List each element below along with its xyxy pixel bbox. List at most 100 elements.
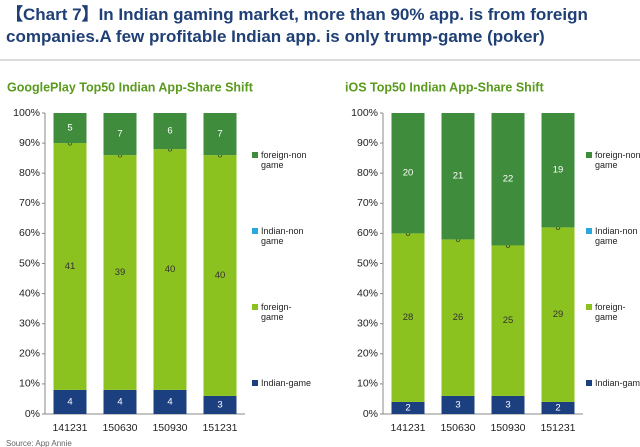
bar-segment — [441, 239, 475, 396]
data-label: 3 — [505, 399, 510, 410]
legend-swatch — [252, 380, 258, 386]
data-label: 0 — [117, 150, 122, 161]
bar-segment — [491, 113, 525, 246]
data-label: 22 — [503, 174, 514, 185]
bar-segment — [103, 113, 137, 156]
y-tick-label: 0% — [363, 408, 378, 420]
bar-segment — [541, 227, 575, 402]
y-tick-label: 60% — [19, 227, 40, 239]
data-label: 40 — [165, 264, 176, 275]
y-tick-label: 70% — [19, 197, 40, 209]
x-tick-label: 150630 — [102, 422, 137, 434]
bar-segment — [203, 113, 237, 156]
data-label: 3 — [455, 399, 460, 410]
x-tick-label: 150930 — [152, 422, 187, 434]
data-label: 25 — [503, 315, 514, 326]
legend-label: Indian-non game — [261, 226, 304, 246]
legend-swatch — [252, 152, 258, 158]
bar-segment — [153, 113, 187, 150]
y-tick-label: 60% — [357, 227, 378, 239]
data-label: 7 — [217, 129, 222, 140]
y-tick-label: 40% — [357, 287, 378, 299]
data-label: 26 — [453, 312, 464, 323]
y-tick-label: 80% — [19, 167, 40, 179]
x-tick-label: 141231 — [52, 422, 87, 434]
bar-segment — [53, 143, 87, 390]
chart-subtitle: iOS Top50 Indian App-Share Shift — [345, 80, 544, 94]
data-label: 0 — [67, 138, 72, 149]
data-label: 3 — [217, 399, 222, 410]
y-tick-label: 80% — [357, 167, 378, 179]
y-tick-label: 30% — [19, 317, 40, 329]
legend-item: Indian-game — [252, 378, 313, 388]
y-tick-label: 0% — [25, 408, 40, 420]
data-label: 2 — [405, 402, 410, 413]
y-tick-label: 20% — [19, 348, 40, 360]
legend-label: Indian-game — [261, 378, 312, 388]
legend-swatch — [586, 228, 592, 234]
legend-label: foreign-non game — [595, 150, 640, 170]
data-label: 40 — [215, 270, 226, 281]
bar-segment — [53, 113, 87, 144]
bar-segment — [541, 401, 575, 414]
legend-item: foreign-non game — [586, 150, 640, 170]
legend-swatch — [586, 304, 592, 310]
bar-segment — [441, 395, 475, 414]
legend-label: foreign-game — [261, 302, 292, 322]
bar-segment — [441, 113, 475, 240]
y-tick-label: 10% — [19, 378, 40, 390]
y-tick-label: 20% — [357, 348, 378, 360]
data-label: 7 — [117, 129, 122, 140]
legend-label: foreign-game — [595, 302, 626, 322]
legend-label: Indian-game — [595, 378, 640, 388]
data-label: 28 — [403, 312, 414, 323]
y-tick-label: 100% — [13, 107, 40, 119]
data-label: 20 — [403, 168, 414, 179]
x-tick-label: 151231 — [202, 422, 237, 434]
legend-swatch — [586, 152, 592, 158]
legend-item: foreign-game — [252, 302, 313, 322]
data-label: 5 — [67, 123, 72, 134]
legend-label: foreign-non game — [261, 150, 307, 170]
y-tick-label: 40% — [19, 287, 40, 299]
data-label: 4 — [117, 396, 122, 407]
legend-swatch — [252, 304, 258, 310]
bar-segment — [391, 401, 425, 414]
y-tick-label: 30% — [357, 317, 378, 329]
y-tick-label: 100% — [351, 107, 378, 119]
bar-segment — [103, 389, 137, 414]
y-tick-label: 10% — [357, 378, 378, 390]
legend-label: Indian-non game — [595, 226, 638, 246]
bar-segment — [491, 395, 525, 414]
data-label: 0 — [505, 240, 510, 251]
bar-segment — [53, 389, 87, 414]
bar-segment — [541, 113, 575, 228]
data-label: 2 — [555, 402, 560, 413]
data-label: 19 — [553, 165, 564, 176]
bar-segment — [153, 389, 187, 414]
page-title: 【Chart 7】In Indian gaming market, more t… — [6, 5, 588, 46]
y-tick-label: 50% — [357, 257, 378, 269]
data-label: 0 — [405, 228, 410, 239]
x-tick-label: 141231 — [390, 422, 425, 434]
legend-swatch — [252, 228, 258, 234]
source: Source: App Annie — [6, 439, 72, 447]
y-tick-label: 90% — [357, 137, 378, 149]
chart-subtitle: GooglePlay Top50 Indian App-Share Shift — [7, 80, 254, 94]
y-tick-label: 70% — [357, 197, 378, 209]
data-label: 39 — [115, 267, 126, 278]
bar-segment — [203, 155, 237, 396]
bar-segment — [153, 149, 187, 390]
data-label: 29 — [553, 309, 564, 320]
bar-segment — [203, 395, 237, 414]
bar-segment — [491, 245, 525, 396]
bar-segment — [391, 113, 425, 234]
data-label: 6 — [167, 126, 172, 137]
data-label: 0 — [167, 144, 172, 155]
data-label: 41 — [65, 261, 76, 272]
legend-item: foreign-game — [586, 302, 640, 322]
x-tick-label: 150930 — [490, 422, 525, 434]
data-label: 0 — [455, 234, 460, 245]
y-tick-label: 90% — [19, 137, 40, 149]
